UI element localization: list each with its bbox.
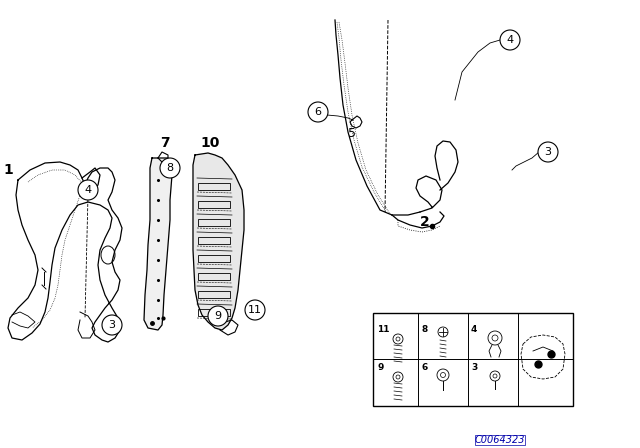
Text: 3: 3	[545, 147, 552, 157]
Polygon shape	[144, 158, 172, 330]
Bar	[373, 313, 573, 406]
Bar	[198, 183, 230, 190]
Text: 2: 2	[420, 215, 430, 229]
Text: 8: 8	[166, 163, 173, 173]
Circle shape	[102, 315, 122, 335]
Circle shape	[78, 180, 98, 200]
Circle shape	[308, 102, 328, 122]
Circle shape	[245, 300, 265, 320]
Circle shape	[160, 158, 180, 178]
Circle shape	[208, 306, 228, 326]
Text: 1: 1	[3, 163, 13, 177]
Circle shape	[500, 30, 520, 50]
Circle shape	[538, 142, 558, 162]
Bar	[198, 201, 230, 208]
Text: 3: 3	[109, 320, 115, 330]
Text: 5: 5	[348, 126, 356, 139]
Text: 4: 4	[506, 35, 513, 45]
Polygon shape	[8, 162, 122, 342]
Text: 9: 9	[214, 311, 221, 321]
Text: 3: 3	[471, 363, 477, 372]
Text: 4: 4	[84, 185, 92, 195]
Bar	[198, 291, 230, 298]
Bar	[198, 219, 230, 226]
Text: 4: 4	[471, 325, 477, 334]
Text: 10: 10	[200, 136, 220, 150]
Text: 6: 6	[421, 363, 428, 372]
Text: 9: 9	[377, 363, 383, 372]
Text: 11: 11	[248, 305, 262, 315]
Bar	[198, 309, 230, 316]
Text: 7: 7	[160, 136, 170, 150]
Text: 6: 6	[314, 107, 321, 117]
Text: 11: 11	[377, 325, 390, 334]
Text: 8: 8	[421, 325, 428, 334]
Bar	[198, 237, 230, 244]
Bar	[198, 273, 230, 280]
Bar	[198, 255, 230, 262]
Polygon shape	[193, 153, 244, 330]
Text: C0064323: C0064323	[475, 435, 525, 445]
